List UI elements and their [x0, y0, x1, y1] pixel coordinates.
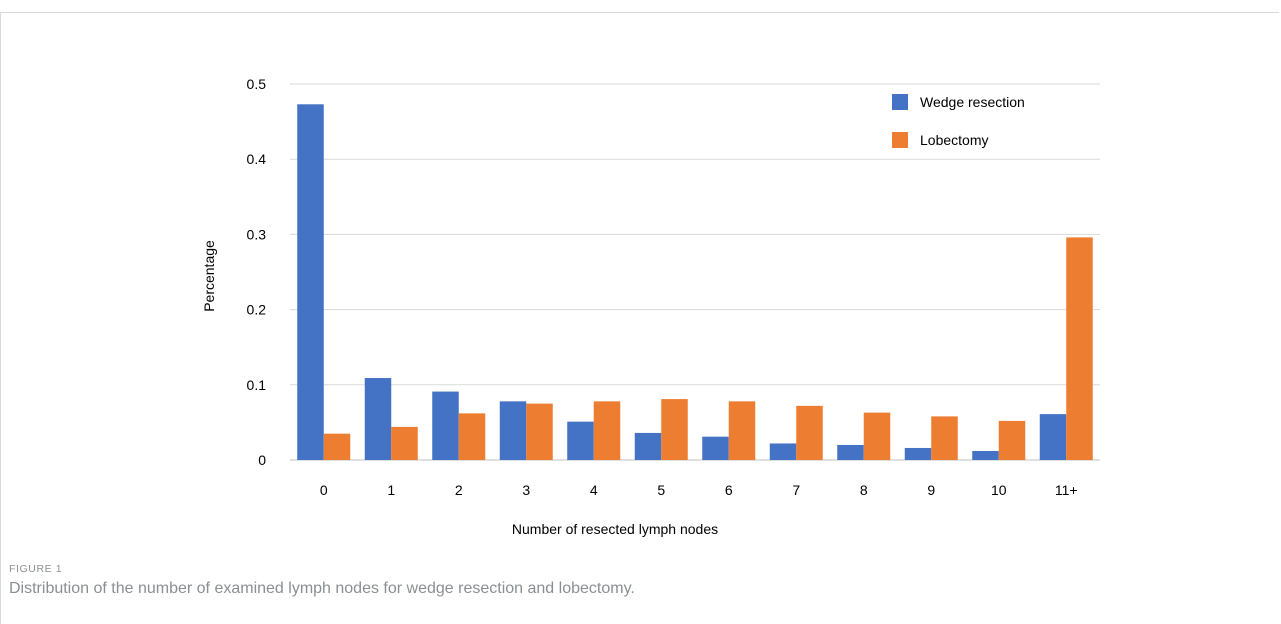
y-axis-label: Percentage — [201, 240, 217, 312]
x-axis-label: Number of resected lymph nodes — [512, 521, 718, 537]
bar-lobectomy — [323, 433, 351, 460]
x-tick-label: 11+ — [1055, 482, 1078, 498]
bar-lobectomy — [998, 420, 1026, 460]
legend-swatch — [892, 132, 908, 148]
x-tick-label: 6 — [725, 482, 733, 498]
bar-lobectomy — [391, 426, 418, 460]
x-tick-label: 4 — [590, 482, 598, 498]
figure-label: FIGURE 1 — [9, 563, 63, 575]
bar-wedge-resection — [297, 104, 324, 460]
y-axis-ticks: 0 0.1 0.2 0.3 0.4 0.5 — [247, 76, 267, 468]
x-tick-label: 3 — [522, 482, 530, 498]
legend: Wedge resection Lobectomy — [892, 94, 1025, 148]
bar-lobectomy — [661, 399, 688, 460]
y-tick-label: 0 — [258, 452, 266, 468]
bar-wedge-resection — [364, 378, 392, 460]
bar-wedge-resection — [837, 444, 864, 460]
bar-lobectomy — [728, 401, 756, 460]
y-tick-label: 0.2 — [247, 302, 267, 318]
bars — [297, 104, 1093, 460]
bar-lobectomy — [796, 405, 823, 460]
bar-lobectomy — [593, 401, 621, 460]
bar-lobectomy — [931, 416, 958, 460]
legend-label: Wedge resection — [920, 94, 1025, 110]
bar-wedge-resection — [702, 436, 729, 460]
x-tick-label: 7 — [792, 482, 800, 498]
figure-frame — [0, 12, 1279, 624]
x-tick-label: 9 — [927, 482, 935, 498]
bar-wedge-resection — [1039, 414, 1067, 460]
y-tick-label: 0.3 — [247, 226, 267, 242]
bar-wedge-resection — [904, 447, 932, 460]
x-tick-label: 1 — [387, 482, 395, 498]
y-tick-label: 0.1 — [247, 377, 267, 393]
bar-lobectomy — [863, 412, 891, 460]
bar-wedge-resection — [499, 401, 527, 460]
bar-wedge-resection — [972, 450, 999, 460]
x-axis-ticks: 0 1 2 3 4 5 6 7 8 9 10 11+ — [320, 482, 1078, 498]
y-tick-label: 0.5 — [247, 76, 267, 92]
y-tick-label: 0.4 — [247, 151, 267, 167]
bar-wedge-resection — [432, 391, 459, 460]
figure-caption: Distribution of the number of examined l… — [9, 580, 635, 597]
x-tick-label: 10 — [991, 482, 1007, 498]
bar-lobectomy — [526, 403, 553, 460]
bar-wedge-resection — [769, 443, 797, 460]
bar-lobectomy — [1066, 237, 1093, 460]
legend-label: Lobectomy — [920, 132, 988, 148]
x-tick-label: 8 — [860, 482, 868, 498]
bar-lobectomy — [458, 413, 486, 460]
x-tick-label: 5 — [657, 482, 665, 498]
x-tick-label: 2 — [455, 482, 463, 498]
bar-chart: 0 0.1 0.2 0.3 0.4 0.5 0 1 2 3 4 5 6 7 8 9 10 11+ Percent… — [201, 76, 1100, 537]
legend-swatch — [892, 94, 908, 110]
gridlines — [290, 83, 1100, 461]
bar-wedge-resection — [634, 432, 662, 460]
x-tick-label: 0 — [320, 482, 328, 498]
bar-wedge-resection — [567, 421, 594, 460]
